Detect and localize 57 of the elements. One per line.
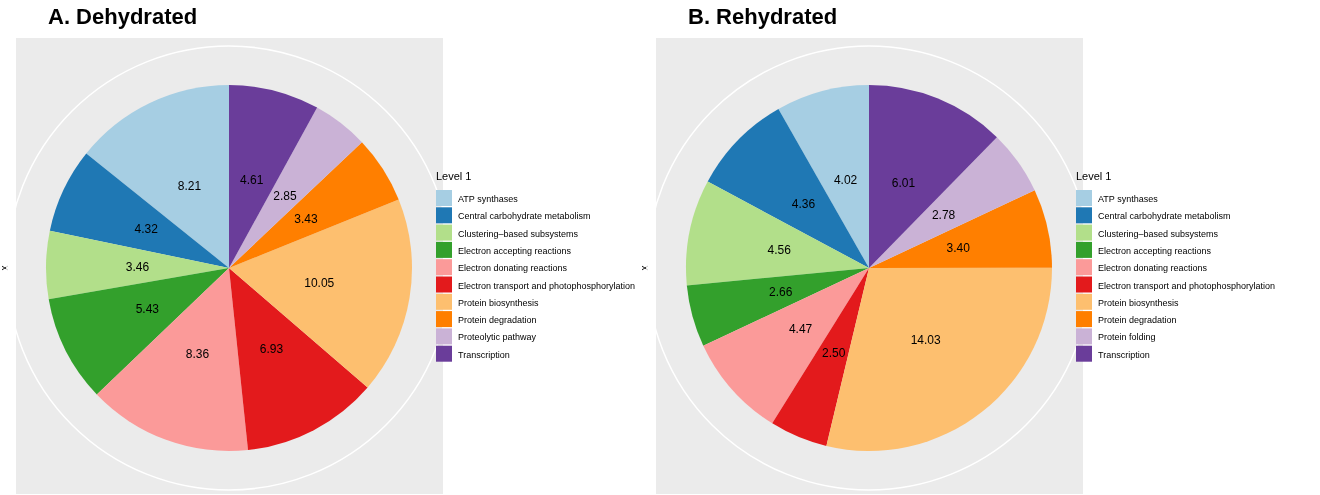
- legend-label: ATP synthases: [1098, 194, 1159, 204]
- pie-slice: [229, 107, 362, 268]
- pie-slice: [869, 85, 997, 268]
- data-label: 6.93: [259, 342, 284, 357]
- data-label: 5.43: [135, 302, 160, 317]
- data-label: 2.85: [273, 188, 297, 203]
- text: x: [639, 265, 650, 271]
- legend-label: Proteolytic pathway: [458, 332, 537, 343]
- legend-label: Electron accepting reactions: [1098, 245, 1212, 256]
- chart-title: A. Dehydrated: [48, 4, 198, 29]
- legend-label: Transcription: [1098, 349, 1150, 360]
- data-label: 4.36: [791, 197, 816, 212]
- pie-slice: [686, 268, 869, 346]
- text: x: [0, 265, 10, 271]
- legend-label: Clustering–based subsystems: [1098, 228, 1219, 239]
- legend-label: Electron transport and photophosphorylation: [1098, 280, 1276, 291]
- pie-slice: [703, 268, 869, 424]
- pie-slice: [229, 85, 318, 268]
- data-label: 4.02: [833, 172, 858, 187]
- pie-slice: [869, 190, 1052, 268]
- data-label: 4.47: [788, 321, 813, 336]
- data-label: 3.40: [946, 241, 971, 256]
- legend-label: Electron donating reactions: [458, 263, 568, 274]
- data-label: 2.50: [822, 345, 846, 360]
- data-label: 2.66: [769, 285, 793, 300]
- data-label: 14.03: [910, 333, 942, 348]
- legend-label: Central carbohydrate metabolism: [458, 211, 591, 222]
- legend-title: Level 1: [436, 170, 472, 182]
- pie-slice: [869, 137, 1035, 268]
- data-label: 3.43: [294, 211, 318, 226]
- legend-label: Protein degradation: [1098, 315, 1177, 326]
- chart-title: B. Rehydrated: [688, 4, 838, 29]
- data-label: 10.05: [304, 276, 335, 291]
- pie-slice: [707, 108, 869, 268]
- legend-label: Electron donating reactions: [1098, 263, 1208, 274]
- data-label: 2.78: [931, 208, 956, 223]
- legend-label: Electron transport and photophosphorylation: [458, 280, 636, 291]
- pie-slice: [229, 142, 399, 268]
- data-label: 8.21: [177, 178, 202, 193]
- data-label: 6.01: [891, 176, 916, 191]
- legend-label: Electron accepting reactions: [458, 245, 572, 256]
- data-label: 8.36: [185, 347, 210, 362]
- legend-title: Level 1: [1076, 170, 1112, 182]
- legend-label: Clustering–based subsystems: [458, 228, 579, 239]
- legend-label: Protein biosynthesis: [458, 297, 540, 308]
- data-label: 4.32: [134, 222, 159, 237]
- legend-label: Protein degradation: [458, 315, 537, 326]
- pie-slice: [229, 268, 368, 451]
- data-label: 3.46: [125, 259, 150, 274]
- data-label: 4.61: [240, 172, 264, 187]
- legend-label: Transcription: [458, 349, 510, 360]
- pie-slice: [229, 199, 412, 388]
- legend-label: Central carbohydrate metabolism: [1098, 211, 1231, 222]
- legend-label: Protein biosynthesis: [1098, 297, 1180, 308]
- data-label: 4.56: [767, 243, 792, 258]
- legend-label: ATP synthases: [458, 194, 519, 204]
- legend-label: Protein folding: [1098, 332, 1156, 343]
